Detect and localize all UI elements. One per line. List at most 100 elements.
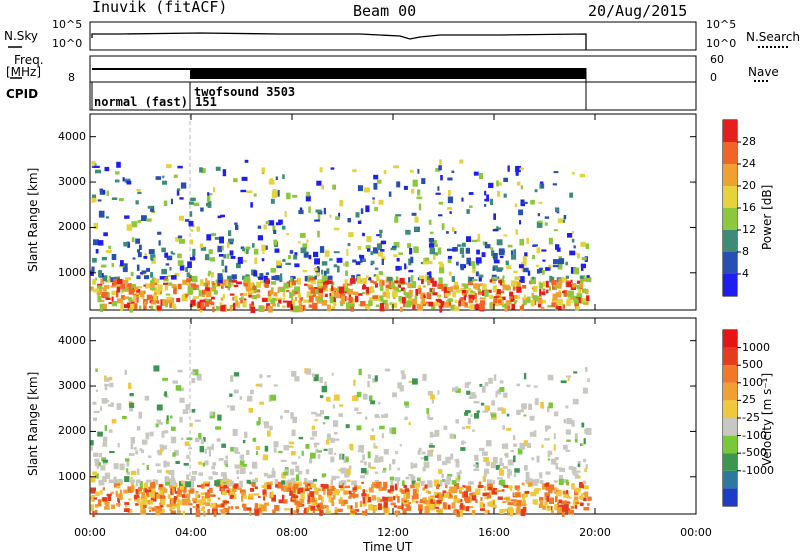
data-cell	[261, 504, 267, 512]
data-cell	[389, 476, 395, 481]
data-cell	[105, 216, 110, 219]
data-cell	[545, 425, 549, 430]
data-cell	[512, 285, 516, 291]
nsky-tick-high: 10^5	[52, 18, 83, 31]
data-cell	[521, 482, 525, 486]
data-cell	[197, 494, 201, 498]
data-cell	[586, 295, 590, 301]
data-cell	[392, 392, 397, 398]
data-cell	[126, 283, 132, 290]
data-cell	[534, 189, 538, 193]
data-cell	[346, 283, 353, 286]
data-cell	[424, 257, 430, 262]
data-cell	[120, 283, 126, 290]
data-cell	[307, 492, 311, 498]
data-cell	[472, 264, 476, 272]
data-cell	[241, 176, 248, 181]
data-cell	[352, 259, 357, 263]
colorbar-tick-label: 8	[742, 245, 749, 258]
colorbar-tick-label: 24	[742, 157, 756, 170]
data-cell	[194, 419, 201, 422]
data-cell	[526, 296, 531, 303]
colorbar-segment	[723, 488, 737, 506]
data-cell	[484, 382, 489, 387]
data-cell	[357, 449, 362, 453]
data-cell	[544, 438, 550, 441]
data-cell	[150, 282, 155, 288]
data-cell	[478, 172, 483, 180]
data-cell	[379, 505, 384, 510]
data-cell	[104, 425, 107, 431]
data-cell	[139, 448, 143, 452]
data-cell	[561, 276, 565, 283]
power-ylabel: Slant Range [km]	[26, 167, 40, 272]
data-cell	[362, 502, 367, 507]
colorbar-tick-label: -1000	[742, 463, 774, 477]
data-cell	[309, 452, 316, 459]
data-cell	[567, 290, 574, 298]
data-cell	[249, 508, 252, 516]
data-cell	[311, 287, 316, 294]
data-cell	[418, 285, 422, 289]
data-cell	[313, 251, 319, 258]
data-cell	[183, 492, 186, 495]
data-cell	[167, 282, 173, 286]
data-cell	[553, 480, 558, 483]
data-cell	[492, 276, 498, 280]
data-cell	[200, 439, 204, 445]
data-cell	[304, 507, 309, 511]
data-cell	[137, 249, 140, 253]
data-cell	[545, 485, 552, 491]
data-cell	[293, 510, 297, 514]
data-cell	[553, 229, 558, 232]
data-cell	[247, 495, 254, 500]
data-cell	[104, 506, 110, 510]
data-cell	[373, 247, 379, 254]
data-cell	[190, 197, 196, 202]
data-cell	[314, 419, 318, 422]
data-cell	[539, 282, 543, 289]
data-cell	[91, 289, 94, 292]
data-cell	[177, 235, 183, 239]
data-cell	[141, 215, 147, 221]
data-cell	[465, 247, 470, 254]
data-cell	[173, 287, 177, 295]
data-cell	[410, 169, 414, 173]
data-cell	[239, 480, 243, 488]
data-cell	[411, 495, 417, 500]
data-cell	[207, 192, 210, 199]
data-cell	[333, 297, 336, 304]
data-cell	[155, 423, 159, 428]
data-cell	[447, 255, 453, 259]
data-cell	[377, 401, 381, 405]
data-cell	[282, 174, 285, 180]
data-cell	[321, 486, 326, 492]
data-cell	[514, 468, 520, 473]
data-cell	[488, 182, 494, 188]
data-cell	[111, 301, 118, 307]
data-cell	[378, 251, 383, 257]
data-cell	[206, 446, 212, 450]
data-cell	[150, 500, 154, 505]
data-cell	[291, 461, 298, 465]
data-cell	[376, 234, 382, 237]
data-cell	[513, 270, 518, 274]
data-cell	[230, 375, 234, 382]
data-cell	[437, 186, 440, 191]
data-cell	[220, 214, 225, 218]
data-cell	[539, 472, 543, 479]
data-cell	[197, 508, 200, 513]
data-cell	[328, 496, 331, 503]
data-cell	[352, 487, 357, 492]
data-cell	[362, 454, 365, 461]
data-cell	[368, 487, 374, 493]
data-cell	[555, 244, 560, 250]
data-cell	[166, 164, 172, 169]
data-cell	[372, 510, 376, 513]
data-cell	[261, 258, 265, 262]
data-cell	[177, 165, 183, 169]
data-cell	[174, 449, 179, 456]
data-cell	[194, 437, 200, 443]
data-cell	[378, 484, 383, 491]
data-cell	[539, 505, 544, 508]
